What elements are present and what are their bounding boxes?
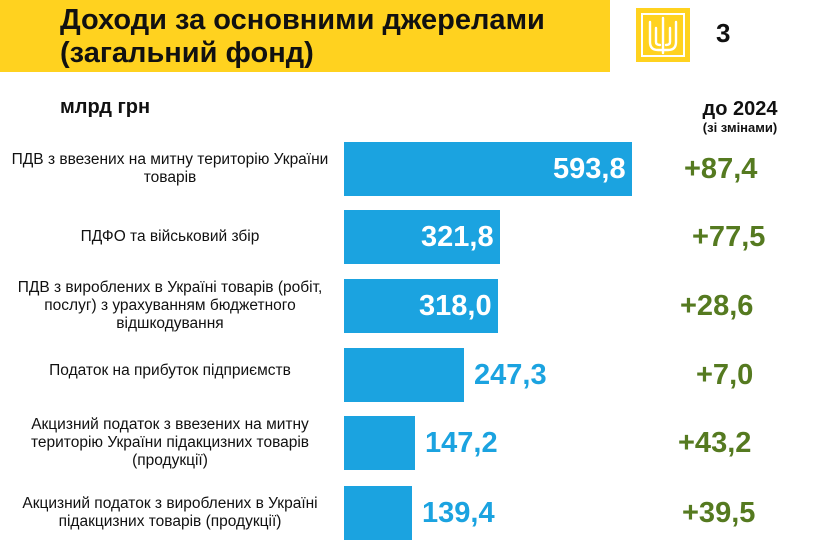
change-value-label: +87,4 bbox=[684, 153, 758, 185]
change-header-sub: (зі змінами) bbox=[702, 120, 778, 135]
bar-value-label: 321,8 bbox=[421, 221, 494, 253]
bar bbox=[344, 210, 500, 264]
page-number: 3 bbox=[716, 18, 731, 48]
bar-value-label: 593,8 bbox=[553, 153, 626, 185]
category-label: ПДВ з вироблених в Україні товарів (робі… bbox=[17, 279, 323, 332]
bar-value-label: 139,4 bbox=[422, 497, 495, 529]
category-label: ПДФО та військовий збір bbox=[80, 228, 260, 245]
units-label: млрд грн bbox=[60, 96, 151, 118]
bar bbox=[344, 279, 498, 333]
bar-value-label: 247,3 bbox=[474, 359, 547, 391]
change-value-label: +77,5 bbox=[692, 221, 766, 253]
bar-value-label: 147,2 bbox=[425, 427, 498, 459]
change-value-label: +7,0 bbox=[696, 359, 754, 391]
header-title-band bbox=[0, 0, 610, 72]
header: Доходи за основними джерелами (загальний… bbox=[0, 0, 826, 72]
category-label: ПДВ з ввезених на митну територію Україн… bbox=[11, 151, 329, 186]
bar bbox=[344, 486, 412, 540]
ukraine-trident-icon bbox=[636, 8, 690, 62]
bar bbox=[344, 348, 464, 402]
category-label: Податок на прибуток підприємств bbox=[49, 362, 291, 379]
bar bbox=[344, 142, 632, 196]
bar-value-label: 318,0 bbox=[419, 290, 492, 322]
bar bbox=[344, 416, 415, 470]
category-label: Акцизний податок з ввезених на митну тер… bbox=[30, 416, 310, 469]
change-value-label: +28,6 bbox=[680, 290, 754, 322]
change-value-label: +43,2 bbox=[678, 427, 752, 459]
change-header-main: до 2024 bbox=[702, 98, 778, 120]
change-value-label: +39,5 bbox=[682, 497, 756, 529]
page-title: Доходи за основними джерелами (загальний… bbox=[60, 4, 545, 69]
change-column-header: до 2024 (зі змінами) bbox=[680, 98, 800, 135]
category-label: Акцизний податок з вироблених в Україні … bbox=[22, 495, 318, 530]
